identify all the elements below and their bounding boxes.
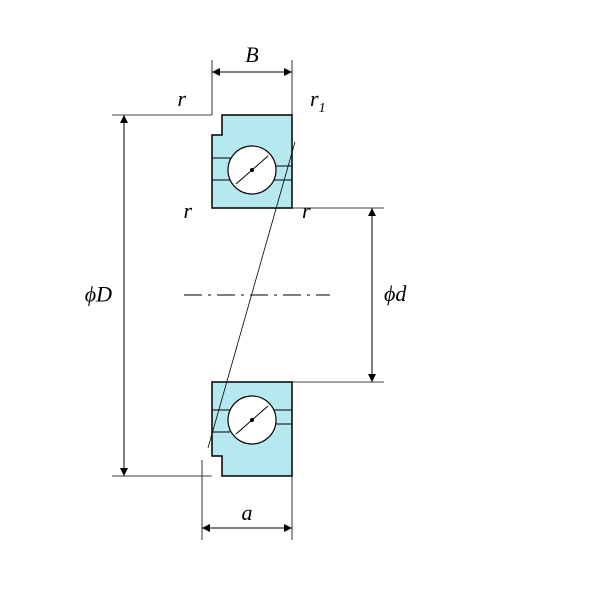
svg-text:a: a bbox=[242, 500, 253, 525]
svg-text:ϕD: ϕD bbox=[85, 282, 112, 307]
svg-text:ϕd: ϕd bbox=[384, 281, 407, 306]
svg-text:r: r bbox=[183, 198, 192, 223]
svg-text:B: B bbox=[245, 42, 258, 67]
svg-text:r: r bbox=[302, 198, 311, 223]
bearing-cross-section-diagram: BϕDϕdarr1rr bbox=[0, 0, 600, 600]
svg-text:r: r bbox=[177, 86, 186, 111]
